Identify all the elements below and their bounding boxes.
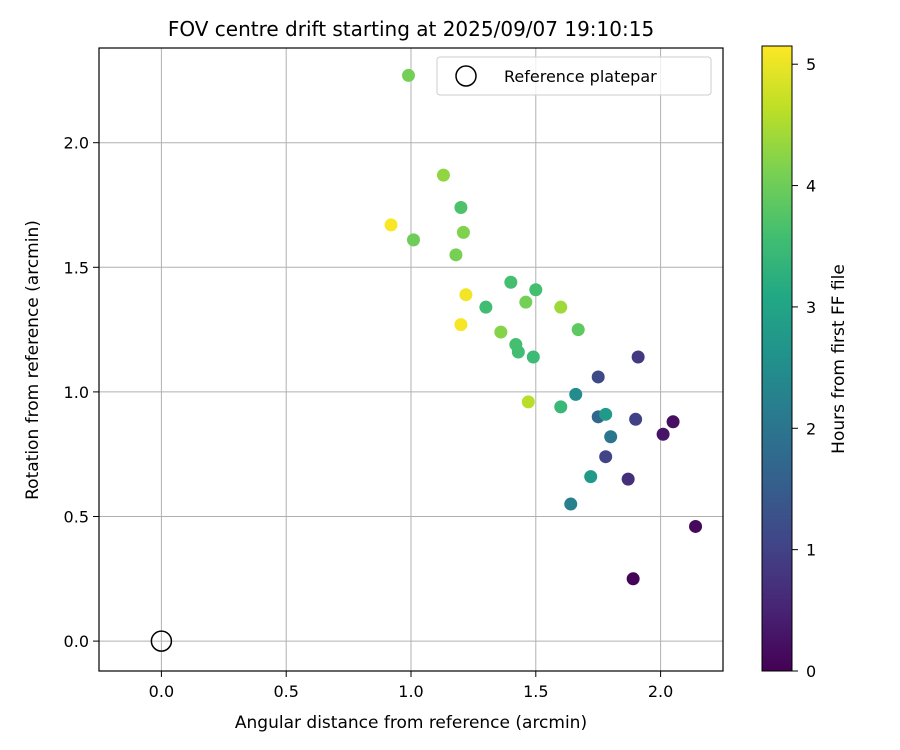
x-tick-label: 2.0 (648, 682, 673, 701)
data-point-22 (454, 200, 468, 214)
reference-platepar-marker (150, 630, 173, 652)
data-point-19 (479, 300, 493, 314)
y-tick-label: 0.5 (64, 507, 89, 526)
data-point-35 (384, 218, 398, 232)
colorbar: 0 1 2 3 4 5 Hours from first FF file (761, 45, 849, 681)
legend-entry-label: Reference platepar (504, 67, 657, 86)
data-point-6 (629, 412, 643, 426)
data-point-31 (554, 300, 568, 314)
x-axis-ticks: 0.0 0.5 1.0 1.5 2.0 (149, 671, 673, 701)
data-point-11 (564, 497, 578, 511)
legend-box (436, 56, 712, 96)
chart-title: FOV centre drift starting at 2025/09/07 … (168, 17, 654, 41)
data-point-5 (631, 350, 645, 364)
colorbar-tick-label: 3 (806, 298, 816, 317)
data-point-8 (591, 370, 605, 384)
data-point-32 (521, 395, 535, 409)
data-point-15 (554, 400, 568, 414)
data-point-26 (449, 248, 463, 262)
x-tick-label: 1.5 (523, 682, 548, 701)
colorbar-tick-label: 0 (806, 662, 816, 681)
legend-reference-marker (455, 65, 477, 87)
data-point-13 (584, 470, 598, 484)
data-points (384, 68, 703, 586)
colorbar-tick-label: 1 (806, 541, 816, 560)
y-tick-label: 0.0 (64, 632, 89, 651)
data-point-30 (436, 168, 450, 182)
colorbar-tick-label: 4 (806, 177, 816, 196)
colorbar-gradient (761, 45, 793, 672)
x-axis-label: Angular distance from reference (arcmin) (235, 713, 587, 733)
data-point-7 (599, 450, 613, 464)
colorbar-ticks: 0 1 2 3 4 5 (792, 55, 816, 681)
data-point-18 (509, 338, 523, 352)
data-point-1 (689, 519, 703, 533)
data-point-0 (626, 572, 640, 586)
data-point-28 (406, 233, 420, 247)
data-point-10 (604, 430, 618, 444)
data-point-12 (569, 387, 583, 401)
y-tick-label: 1.5 (64, 258, 89, 277)
x-tick-label: 0.5 (273, 682, 298, 701)
data-point-29 (402, 68, 416, 82)
data-point-2 (666, 415, 680, 429)
data-point-27 (494, 325, 508, 339)
y-tick-label: 2.0 (64, 134, 89, 153)
colorbar-tick-label: 2 (806, 419, 816, 438)
x-tick-label: 1.0 (398, 682, 423, 701)
y-tick-label: 1.0 (64, 383, 89, 402)
data-point-33 (459, 288, 473, 302)
y-axis-ticks: 0.0 0.5 1.0 1.5 2.0 (64, 134, 99, 651)
data-point-16 (526, 350, 540, 364)
y-axis-label: Rotation from reference (arcmin) (23, 220, 43, 500)
data-point-24 (519, 295, 533, 309)
data-point-34 (454, 318, 468, 332)
grid-lines (99, 48, 723, 671)
legend: Reference platepar (436, 56, 712, 96)
reference-marker-group (150, 630, 173, 652)
data-point-14 (599, 407, 613, 421)
data-point-23 (571, 323, 585, 337)
data-point-20 (504, 275, 518, 289)
colorbar-tick-label: 5 (806, 55, 816, 74)
data-point-4 (621, 472, 635, 486)
colorbar-label: Hours from first FF file (829, 264, 849, 454)
data-point-3 (656, 427, 670, 441)
data-point-21 (529, 283, 543, 297)
x-tick-label: 0.0 (149, 682, 174, 701)
data-point-25 (456, 225, 470, 239)
